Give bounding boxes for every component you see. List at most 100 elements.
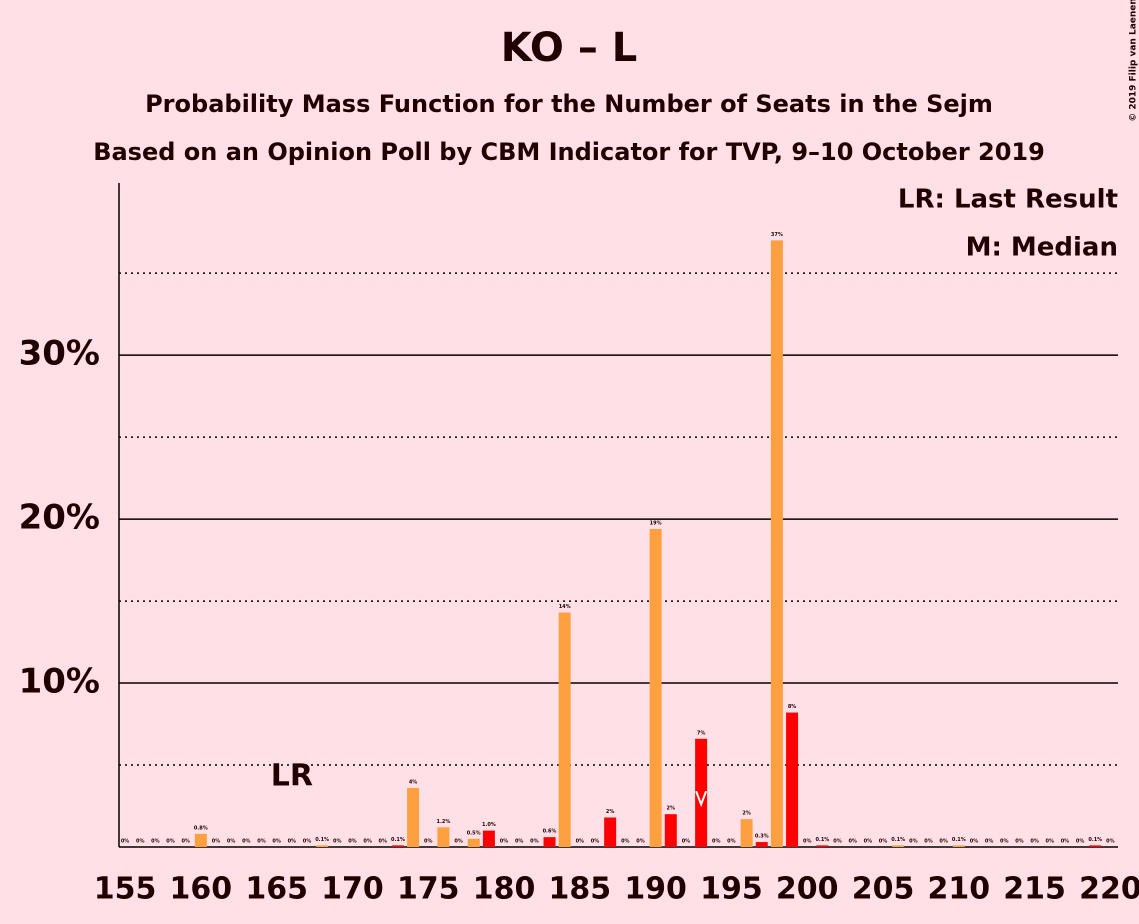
value-label: 0% [864, 839, 873, 845]
value-label: 0.6% [543, 829, 557, 835]
value-label: 0% [151, 839, 160, 845]
bar [194, 833, 207, 847]
x-tick-label: 195 [700, 872, 763, 907]
value-label: 0.1% [891, 837, 905, 843]
bar [952, 845, 965, 847]
x-tick-label: 175 [397, 872, 460, 907]
bar [604, 817, 617, 847]
value-label: 0% [803, 839, 812, 845]
x-tick-label: 155 [94, 872, 157, 907]
value-label: 0% [985, 839, 994, 845]
value-label: 0% [242, 839, 251, 845]
value-label: 2% [667, 806, 676, 812]
x-tick-label: 165 [245, 872, 308, 907]
value-label: 0% [1061, 839, 1070, 845]
value-label: 0% [136, 839, 145, 845]
value-label: 0% [500, 839, 509, 845]
value-label: 0% [909, 839, 918, 845]
value-label: 2% [606, 809, 615, 815]
value-label: 7% [697, 730, 706, 736]
value-label: 19% [650, 520, 662, 526]
value-label: 0% [1000, 839, 1009, 845]
bar [649, 528, 662, 847]
value-label: 0% [227, 839, 236, 845]
value-label: 0% [166, 839, 175, 845]
x-tick-label: 220 [1079, 872, 1139, 907]
value-label: 0% [181, 839, 190, 845]
value-label: 1.0% [482, 822, 496, 828]
bar [816, 845, 829, 847]
value-label: 0% [121, 839, 130, 845]
value-label: 0% [424, 839, 433, 845]
value-label: 0% [636, 839, 645, 845]
value-label: 0% [379, 839, 388, 845]
x-tick-label: 185 [549, 872, 612, 907]
value-label: 0% [621, 839, 630, 845]
value-label: 0.1% [391, 837, 405, 843]
value-label: 0% [515, 839, 524, 845]
bar [437, 827, 450, 847]
value-label: 0% [303, 839, 312, 845]
value-label: 1.2% [436, 819, 450, 825]
y-tick-label: 20% [19, 498, 100, 538]
value-label: 0% [970, 839, 979, 845]
chart-title: KO – L [501, 25, 638, 71]
bar [1089, 845, 1102, 847]
value-label: 2% [742, 811, 751, 817]
bar [892, 845, 905, 847]
value-label: 0% [879, 839, 888, 845]
value-label: 4% [409, 779, 418, 785]
value-label: 0% [1030, 839, 1039, 845]
bar [755, 842, 768, 847]
value-label: 0.1% [815, 837, 829, 843]
value-label: 0% [712, 839, 721, 845]
value-label: 0% [1106, 839, 1115, 845]
bar [664, 814, 677, 847]
value-label: 0% [727, 839, 736, 845]
bar [391, 845, 404, 847]
x-tick-label: 210 [928, 872, 991, 907]
value-label: 0% [848, 839, 857, 845]
last-result-label: LR [271, 759, 313, 794]
value-label: 0% [591, 839, 600, 845]
value-label: 14% [559, 604, 571, 610]
value-label: 0% [1015, 839, 1024, 845]
bar [316, 845, 329, 847]
bar [786, 712, 799, 847]
value-label: 0.5% [467, 830, 481, 836]
value-label: 0% [924, 839, 933, 845]
x-tick-label: 160 [170, 872, 233, 907]
bar [543, 837, 556, 847]
x-tick-label: 180 [473, 872, 536, 907]
bar [467, 838, 480, 847]
value-label: 0% [288, 839, 297, 845]
value-label: 0% [833, 839, 842, 845]
value-label: 0% [272, 839, 281, 845]
bar [482, 830, 495, 847]
value-label: 8% [788, 704, 797, 710]
value-label: 0% [939, 839, 948, 845]
value-label: 0.1% [1088, 837, 1102, 843]
value-label: 0% [333, 839, 342, 845]
value-label: 0% [348, 839, 357, 845]
bar [740, 819, 753, 847]
bar [770, 240, 783, 848]
copyright: © 2019 Filip van Laenen [1129, 0, 1139, 122]
x-tick-label: 215 [1003, 872, 1066, 907]
value-label: 0.3% [755, 834, 769, 840]
value-label: 0% [454, 839, 463, 845]
value-label: 0.1% [952, 837, 966, 843]
legend-entry: M: Median [966, 233, 1118, 263]
median-marker [695, 790, 708, 808]
x-tick-label: 190 [624, 872, 687, 907]
value-label: 0% [257, 839, 266, 845]
value-label: 0.8% [194, 825, 208, 831]
y-tick-label: 30% [19, 334, 100, 374]
x-tick-label: 205 [852, 872, 915, 907]
y-tick-label: 10% [19, 662, 100, 702]
value-label: 0% [576, 839, 585, 845]
bar [695, 738, 708, 847]
value-label: 37% [771, 232, 783, 238]
x-tick-label: 200 [776, 872, 839, 907]
